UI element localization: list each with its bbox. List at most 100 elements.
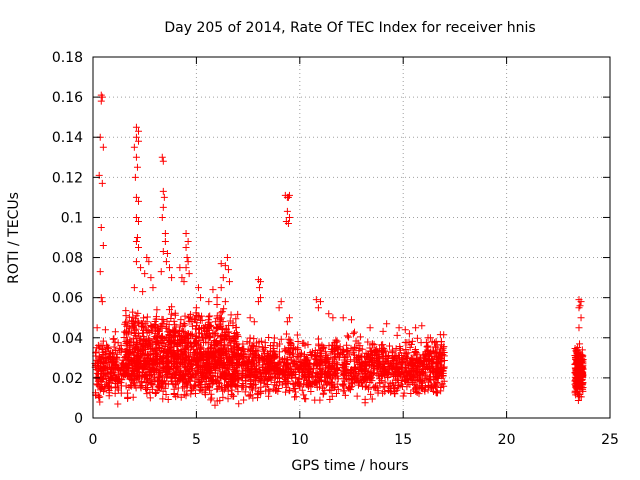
data-point (436, 331, 444, 339)
data-point (254, 394, 262, 402)
data-point (139, 288, 147, 296)
data-point (213, 301, 221, 309)
data-point (334, 366, 342, 374)
plot-frame (92, 56, 611, 419)
y-tick-label: 0.02 (52, 371, 83, 387)
data-point (110, 335, 118, 343)
data-point (401, 376, 409, 384)
data-point (247, 379, 255, 387)
data-point (220, 305, 228, 313)
data-point (126, 375, 134, 383)
data-point (124, 322, 132, 330)
data-point (169, 380, 177, 388)
data-point (413, 364, 421, 372)
data-point (147, 347, 155, 355)
data-point (361, 395, 369, 403)
data-point (109, 349, 117, 357)
data-point (316, 356, 324, 364)
data-point (254, 298, 262, 306)
data-point (155, 359, 163, 367)
data-point (209, 350, 217, 358)
chart-title: Day 205 of 2014, Rate Of TEC Index for r… (164, 20, 535, 36)
data-point (358, 345, 366, 353)
data-point (326, 395, 334, 403)
data-point (185, 317, 193, 325)
data-point (314, 304, 322, 312)
data-point (213, 397, 221, 405)
data-point (130, 379, 138, 387)
data-point (325, 363, 333, 371)
data-point (111, 380, 119, 388)
data-point (96, 393, 104, 401)
data-point (251, 351, 259, 359)
data-point (131, 321, 139, 329)
data-point (439, 372, 447, 380)
y-tick-label: 0.1 (61, 210, 83, 226)
data-point (131, 173, 139, 181)
data-point (300, 391, 308, 399)
data-point (155, 373, 163, 381)
data-point (395, 354, 403, 362)
data-point (132, 238, 140, 246)
data-point (403, 339, 411, 347)
data-point (96, 268, 104, 276)
data-point (283, 383, 291, 391)
data-point (201, 389, 209, 397)
data-point (123, 342, 131, 350)
data-point (189, 385, 197, 393)
data-point (269, 347, 277, 355)
data-point (179, 384, 187, 392)
data-point (137, 323, 145, 331)
data-point (409, 359, 417, 367)
data-point (233, 366, 241, 374)
data-point (218, 308, 226, 316)
x-tick-label: 20 (498, 432, 516, 448)
data-point (132, 312, 140, 320)
data-point (212, 338, 220, 346)
data-point (242, 383, 250, 391)
data-point (434, 389, 442, 397)
data-point (196, 316, 204, 324)
data-point (284, 219, 292, 227)
data-point (158, 213, 166, 221)
data-point (418, 322, 426, 330)
data-point (149, 284, 157, 292)
data-point (146, 336, 154, 344)
data-point (147, 379, 155, 387)
data-point (110, 343, 118, 351)
axis-ticks (92, 56, 611, 419)
data-point (150, 366, 158, 374)
data-point (159, 157, 167, 165)
data-point (151, 349, 159, 357)
data-point (429, 369, 437, 377)
data-point (285, 213, 293, 221)
data-point (240, 396, 248, 404)
data-point (390, 371, 398, 379)
data-point (158, 153, 166, 161)
data-point (340, 361, 348, 369)
data-point (221, 361, 229, 369)
data-point (332, 336, 340, 344)
data-point (228, 377, 236, 385)
data-point (103, 365, 111, 373)
data-point (362, 349, 370, 357)
data-point (345, 333, 353, 341)
data-point (319, 364, 327, 372)
data-point (228, 386, 236, 394)
data-point (286, 339, 294, 347)
data-point (276, 377, 284, 385)
data-point (212, 378, 220, 386)
data-point (375, 350, 383, 358)
data-point (368, 340, 376, 348)
data-point (224, 382, 232, 390)
data-point (192, 304, 200, 312)
data-point (126, 343, 134, 351)
data-point (246, 314, 254, 322)
data-point (126, 336, 134, 344)
data-point (221, 330, 229, 338)
data-point (109, 335, 117, 343)
data-point (223, 381, 231, 389)
data-point (269, 358, 277, 366)
data-point (159, 187, 167, 195)
data-point (114, 339, 122, 347)
